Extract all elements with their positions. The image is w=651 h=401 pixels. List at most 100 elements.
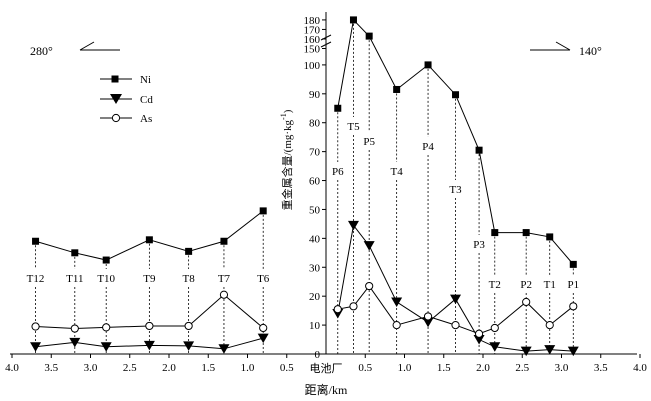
legend-label-ni: Ni [140,74,151,86]
ni-point [185,247,193,255]
direction-right: 140° [530,41,602,58]
y-tick-label: 70 [309,147,321,159]
ni-point [145,236,153,244]
x-tick-label: 1.0 [398,362,412,374]
as-point [349,302,358,311]
as-point [545,320,554,330]
x-tick-label: 0.5 [280,362,294,374]
y-tick-label: 180 [304,15,321,27]
cd-point [489,342,501,352]
legend-item-as: As [100,113,152,125]
cd-point [69,337,81,348]
as-point [365,281,374,291]
site-label: T4 [391,166,404,178]
ni-point [393,85,401,93]
x-tick-label: 3.0 [84,362,98,374]
ni-point [569,260,577,268]
legend-label-cd: Cd [140,94,153,106]
x-tick-label: 3.5 [44,362,58,374]
x-tick-label: 4.0 [5,362,19,374]
series-line-cd [337,224,574,352]
as-point [522,297,531,307]
ni-point [349,16,357,24]
x-axis-ticks: 4.0 3.5 3.0 2.5 2.0 1.5 1.0 0.5 0.5 1.0 1.5 2.0 2.5 3… [5,354,647,374]
cd-point [30,342,42,352]
y-tick-label: 150 [304,44,321,56]
as-point [451,320,460,330]
x-tick-label: 4.0 [633,362,647,374]
y-axis-label: 重金属含量/(mg·kg-1) [279,109,294,210]
cd-point [450,294,462,305]
ni-point [424,61,432,69]
x-tick-label: 3.0 [555,362,569,374]
cd-point [183,341,195,351]
cd-point [567,346,579,357]
y-tick-label: 60 [309,176,321,188]
ni-point [220,237,228,245]
cd-point [257,333,269,344]
as-point [490,323,499,333]
as-point [333,305,342,314]
y-tick-label: 40 [309,233,321,245]
ni-point [365,32,373,40]
site-label: T12 [27,273,45,285]
as-point [31,322,40,331]
site-label: T8 [183,273,196,285]
legend: Ni Cd As [100,74,153,125]
ni-point [522,229,530,237]
y-tick-label: 160 [304,34,321,46]
site-label: T10 [97,273,115,285]
as-point [184,321,193,331]
site-label: P1 [567,279,579,291]
y-tick-label: 170 [304,24,321,36]
x-tick-label: 2.0 [476,362,490,374]
as-point [70,324,79,333]
y-tick-label: 50 [309,204,321,216]
x-tick-label: 1.5 [201,362,215,374]
site-label: T5 [347,121,360,133]
y-tick-label: 90 [309,89,321,101]
cd-point [363,241,375,251]
y-tick-label: 20 [309,291,321,303]
as-point [259,323,268,333]
as-point [423,312,433,321]
legend-marker-square [111,75,119,83]
site-label: T3 [449,184,462,196]
site-label: P4 [422,141,434,153]
as-point [392,320,401,330]
x-tick-label: 2.5 [123,362,137,374]
y-tick-label: 10 [309,320,321,332]
legend-marker-circle [111,113,121,123]
y-tick-label: 100 [304,60,321,72]
ni-point [259,207,267,215]
x-tick-label: 0.5 [358,362,372,374]
cd-point [391,297,403,307]
x-tick-label: 1.5 [437,362,451,374]
direction-right-label: 140° [579,44,602,58]
site-label: T11 [66,273,83,285]
site-label: T9 [143,273,156,285]
ni-point [334,104,342,112]
series-layer [30,16,579,357]
site-label: P3 [473,239,485,251]
ni-point [32,237,40,245]
legend-marker-triangle [110,94,122,104]
legend-item-ni: Ni [100,74,151,86]
cd-point [100,342,112,352]
y-tick-label: 80 [309,118,321,130]
cd-point [143,340,155,351]
site-label: T2 [489,279,501,291]
site-label: P6 [332,166,344,178]
ni-point [102,256,110,264]
site-label: T6 [257,273,270,285]
center-label: 电池厂 [310,362,343,375]
x-tick-label: 2.0 [162,362,176,374]
y-tick-label: 30 [309,262,321,274]
site-label: P5 [363,136,375,148]
legend-label-as: As [140,113,152,125]
as-point [474,329,484,338]
cd-point [422,317,434,328]
ni-point [452,91,460,99]
